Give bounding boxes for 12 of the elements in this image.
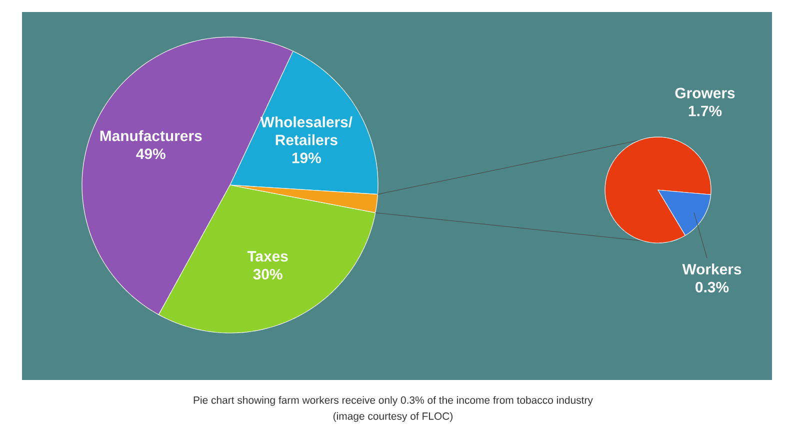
data-label: 49%	[136, 148, 166, 160]
slice-label: Workers	[682, 264, 742, 275]
slice-label: Taxes	[247, 251, 288, 262]
data-label: 0.3%	[696, 282, 729, 292]
slice-label: Wholesalers/ Retailers	[260, 116, 352, 146]
data-label: 1.7%	[688, 106, 722, 116]
data-label: 19%	[292, 152, 321, 164]
text: Pie chart showing farm workers receive only 0.3% of the income from tobacco industry	[194, 396, 593, 406]
slice-label: Growers	[675, 88, 735, 98]
data-label: 30%	[253, 268, 282, 280]
text: (image courtesy of FLOC)	[333, 412, 452, 422]
slice-label: Manufacturers	[100, 130, 202, 142]
